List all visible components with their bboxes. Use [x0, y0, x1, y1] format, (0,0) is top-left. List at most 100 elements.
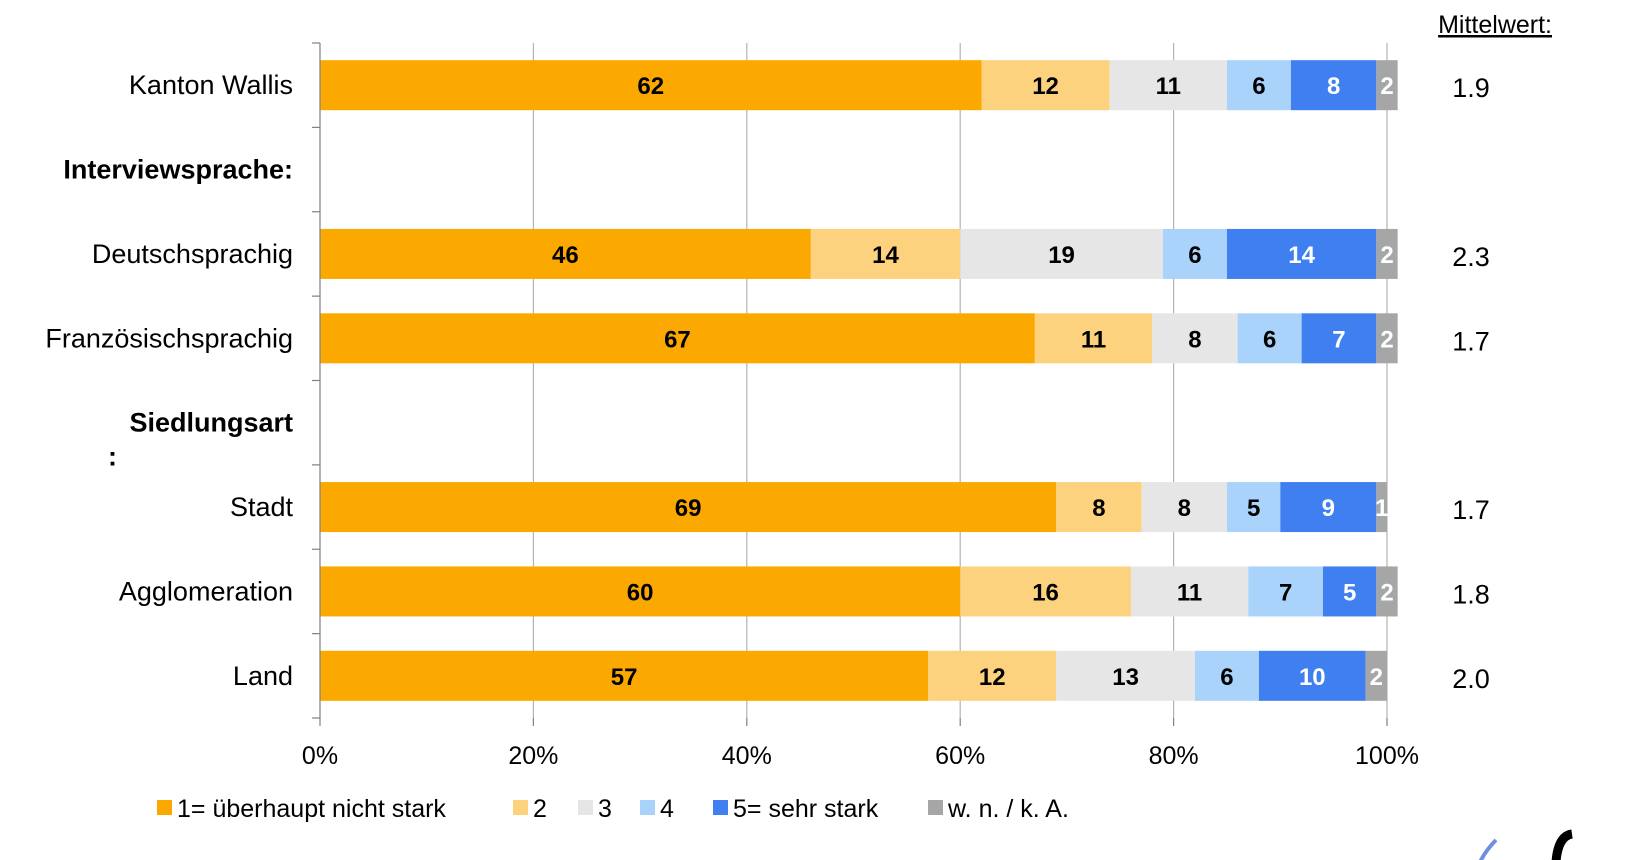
bar-segment: [1248, 566, 1323, 617]
bar-segment-label: 8: [1092, 495, 1105, 522]
x-tick-label: 100%: [1355, 742, 1419, 770]
legend: 1= überhaupt nicht stark 2 3 4 5= sehr stark…: [157, 795, 1069, 823]
legend-swatch: [157, 800, 172, 815]
bar-segment: [1280, 482, 1377, 533]
bar-segment-label: 2: [1370, 664, 1383, 691]
bar-segment: [1141, 482, 1227, 533]
legend-swatch: [640, 800, 655, 815]
bar-segment: [1130, 566, 1249, 617]
row-labels: Kanton Wallis Interviewsprache: Deutschspr…: [45, 70, 293, 691]
row-label: Kanton Wallis: [129, 70, 293, 100]
bar-segment: [1194, 650, 1259, 701]
bar-segment-label: 14: [1288, 242, 1315, 269]
bar-segment-label: 62: [637, 73, 664, 100]
bar-segment: [1226, 228, 1377, 279]
mean-value: 2.3: [1452, 242, 1490, 272]
bar-segment-label: 13: [1112, 664, 1139, 691]
bar-segment-label: 19: [1048, 242, 1075, 269]
bar-segment-label: 5: [1343, 579, 1356, 606]
row-header-label: Interviewsprache:: [63, 155, 293, 185]
x-tick-label: 40%: [722, 742, 772, 770]
legend-swatch: [513, 800, 528, 815]
legend-label: 3: [598, 795, 612, 823]
bar-segment: [810, 228, 961, 279]
bar-segment: [1322, 566, 1377, 617]
bar-segment: [1152, 313, 1238, 364]
bar-segment: [320, 313, 1035, 364]
bar-segment-label: 7: [1332, 326, 1345, 353]
bar-segment-label: 8: [1327, 73, 1340, 100]
bar-segment-label: 2: [1380, 579, 1393, 606]
legend-label: 1= überhaupt nicht stark: [177, 795, 446, 823]
gridlines: [532, 43, 1388, 718]
x-tick-label: 60%: [935, 742, 985, 770]
bar-segment: [1109, 60, 1227, 111]
bar-segment-label: 7: [1279, 579, 1292, 606]
bar-segment: [1301, 313, 1377, 364]
bar-segment-label: 67: [664, 326, 691, 353]
row-header-label: Siedlungsart: [129, 408, 293, 438]
bar-segment-label: 16: [1032, 579, 1059, 606]
bar-segment-label: 10: [1299, 664, 1326, 691]
bar-segment: [1056, 482, 1142, 533]
bar-segment: [320, 566, 961, 617]
bar-segment: [1258, 650, 1366, 701]
bars: 62 12 11 6 8 246 14 19 6 14 267 11 8 6 7 269 8 8 5 9 160 16 11…: [320, 60, 1398, 701]
bar-segment-label: 69: [675, 495, 702, 522]
bar-segment-label: 11: [1177, 579, 1202, 606]
row-label: Agglomeration: [119, 576, 293, 606]
bar-segment: [981, 60, 1110, 111]
bar-segment: [1365, 650, 1387, 701]
bar-segment: [1226, 482, 1281, 533]
bar-segment-label: 57: [611, 664, 638, 691]
mean-value: 1.7: [1452, 495, 1490, 525]
row-label: Land: [233, 661, 293, 691]
row-header-label-line2: :: [108, 442, 117, 472]
x-tick-label: 20%: [508, 742, 558, 770]
bar-segment: [1034, 313, 1153, 364]
row-label: Französischsprachig: [45, 323, 293, 353]
bar-segment-label: 12: [1032, 73, 1059, 100]
bar-segment: [1290, 60, 1377, 111]
bar-segment: [1226, 60, 1291, 111]
mean-values: Mittelwert: 1.9 2.3 1.7 1.7 1.8 2.0: [1438, 11, 1552, 694]
bar-segment-label: 11: [1156, 73, 1181, 100]
bar-segment-label: 6: [1263, 326, 1276, 353]
bar-segment: [928, 650, 1057, 701]
bar-segment-label: 11: [1081, 326, 1106, 353]
logo-arc-light: [1478, 838, 1498, 860]
logo-arc-dark: [1551, 829, 1574, 860]
bar-segment: [1237, 313, 1302, 364]
row-label: Stadt: [230, 492, 294, 522]
x-tick-label: 0%: [302, 742, 338, 770]
bar-segment-label: 6: [1220, 664, 1233, 691]
legend-label: 4: [660, 795, 674, 823]
bar-segment: [1376, 482, 1387, 533]
x-tick-label: 80%: [1149, 742, 1199, 770]
bar-segment: [960, 566, 1131, 617]
bar-segment-label: 60: [627, 579, 654, 606]
mean-header: Mittelwert:: [1438, 11, 1552, 39]
bar-segment: [320, 650, 929, 701]
legend-label: w. n. / k. A.: [947, 795, 1069, 823]
legend-label: 2: [533, 795, 547, 823]
bar-segment: [1376, 313, 1398, 364]
bar-segment: [320, 228, 811, 279]
bar-segment-label: 14: [872, 242, 899, 269]
mean-value: 2.0: [1452, 664, 1490, 694]
bar-segment-label: 9: [1322, 495, 1335, 522]
bar-segment-label: 2: [1380, 73, 1393, 100]
bar-segment-label: 46: [552, 242, 579, 269]
bar-segment-label: 6: [1188, 242, 1201, 269]
legend-label: 5= sehr stark: [733, 795, 879, 823]
bar-segment: [1162, 228, 1227, 279]
bar-segment: [1376, 228, 1398, 279]
bar-segment-label: 5: [1247, 495, 1260, 522]
bar-segment-label: 2: [1380, 242, 1393, 269]
legend-swatch: [928, 800, 943, 815]
bar-segment-label: 2: [1380, 326, 1393, 353]
mean-value: 1.9: [1452, 73, 1490, 103]
axes: 0% 20% 40% 60% 80% 100%: [302, 42, 1419, 770]
bar-segment: [320, 60, 982, 111]
bar-segment-label: 8: [1178, 495, 1191, 522]
